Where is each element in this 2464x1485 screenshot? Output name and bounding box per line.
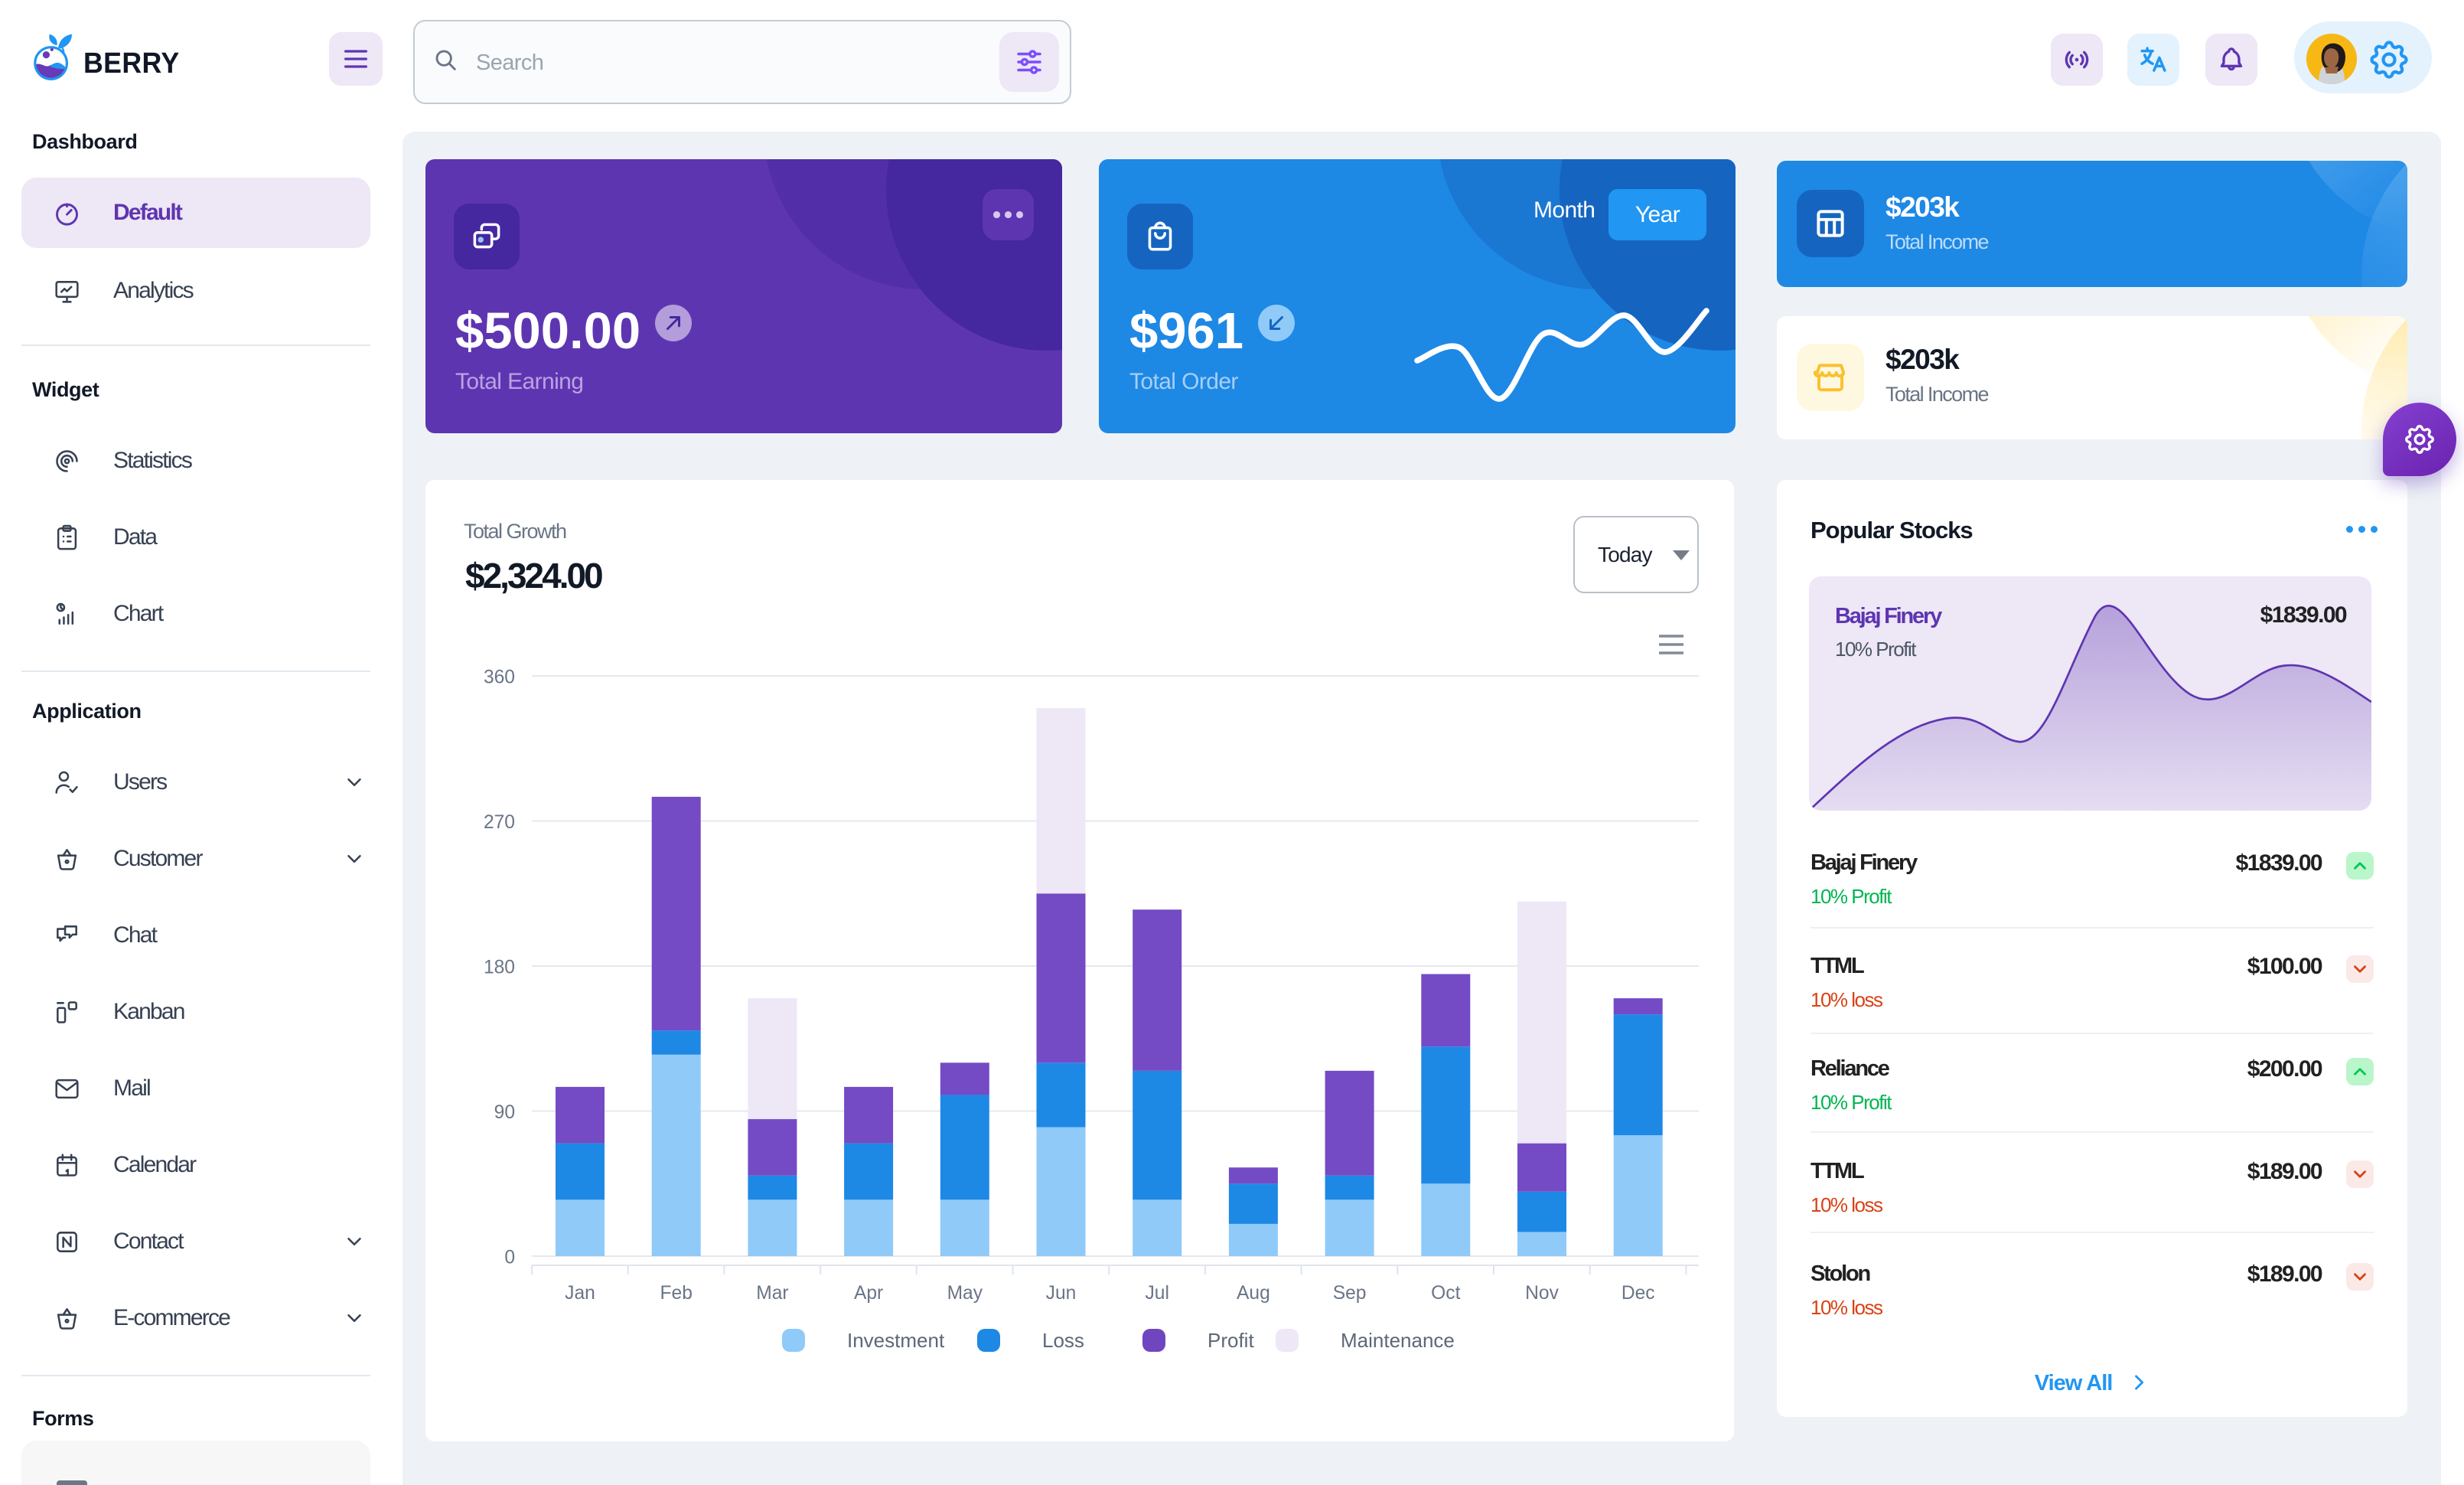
svg-text:Investment: Investment — [847, 1329, 945, 1352]
svg-text:Oct: Oct — [1431, 1283, 1460, 1304]
svg-text:Dec: Dec — [1621, 1283, 1655, 1304]
svg-text:Feb: Feb — [660, 1283, 693, 1304]
svg-text:90: 90 — [494, 1102, 515, 1123]
svg-text:Jul: Jul — [1145, 1283, 1168, 1304]
svg-text:Mar: Mar — [756, 1283, 788, 1304]
svg-text:270: 270 — [484, 812, 515, 833]
svg-text:Loss: Loss — [1042, 1329, 1084, 1352]
svg-text:Maintenance: Maintenance — [1341, 1329, 1455, 1352]
svg-text:Jan: Jan — [565, 1283, 595, 1304]
svg-text:0: 0 — [504, 1247, 515, 1268]
svg-text:360: 360 — [484, 667, 515, 687]
svg-text:Sep: Sep — [1333, 1283, 1367, 1304]
svg-text:May: May — [947, 1283, 983, 1304]
svg-text:Profit: Profit — [1208, 1329, 1254, 1352]
svg-text:180: 180 — [484, 957, 515, 977]
svg-text:Aug: Aug — [1237, 1283, 1270, 1304]
svg-text:Apr: Apr — [854, 1283, 883, 1304]
svg-text:Nov: Nov — [1525, 1283, 1559, 1304]
svg-text:Jun: Jun — [1046, 1283, 1077, 1304]
